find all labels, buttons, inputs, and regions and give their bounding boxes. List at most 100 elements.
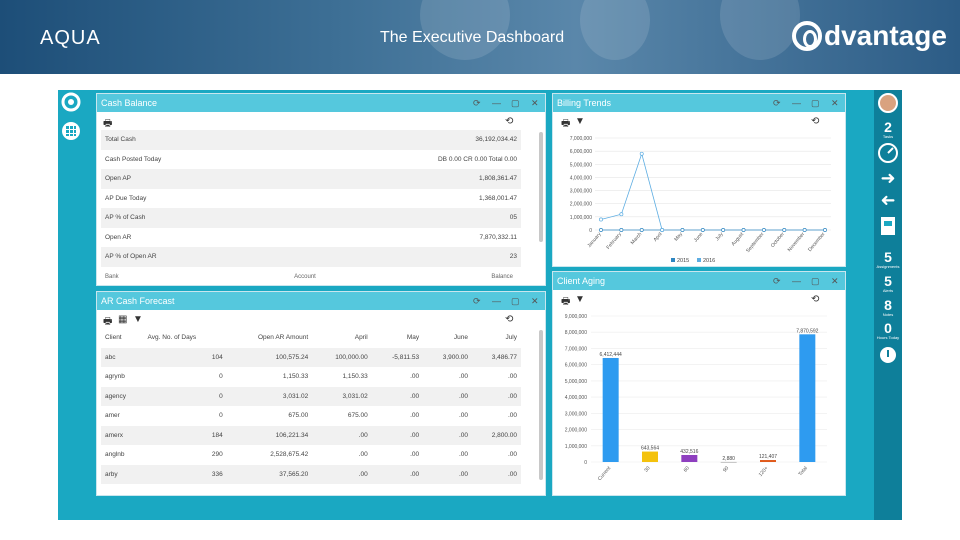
row-value: 36,192,034.42 [279, 130, 521, 150]
table-cell: .00 [458, 451, 469, 459]
data-label: 7,870,592 [796, 328, 818, 334]
row-label: AP Due Today [105, 194, 147, 202]
row-value: 1,368,001.47 [479, 194, 517, 202]
minimize-icon[interactable]: — [492, 296, 501, 306]
panel-title: Billing Trends [557, 98, 612, 108]
table-row[interactable]: agrynb 0 1,150.33 1,150.33 .00 .00 .00 [101, 367, 521, 387]
minimize-icon[interactable]: — [792, 98, 801, 108]
avatar[interactable] [878, 93, 898, 113]
column-header[interactable]: May [406, 334, 420, 342]
table-cell: 675.00 [347, 412, 368, 420]
table-row[interactable]: amerx 184 106,221.34.00.00.00 2,800.00 [101, 425, 521, 445]
sync-icon[interactable]: ⟲ [811, 116, 820, 127]
sync-icon[interactable]: ⟲ [811, 294, 820, 305]
row-value: 05 [279, 208, 521, 228]
table-row[interactable]: agency 0 3,031.02 3,031.02.00.00.00 [101, 386, 521, 406]
ar-forecast-header[interactable]: AR Cash Forecast ⟳ — ▢ ✕ [97, 292, 545, 310]
sync-icon[interactable]: ⟲ [505, 116, 514, 127]
column-header[interactable]: June [453, 334, 469, 342]
print-icon[interactable]: 🖶 [103, 118, 113, 129]
x-tick-label: June [693, 231, 705, 243]
document-icon[interactable] [874, 216, 902, 241]
minimize-icon[interactable]: — [792, 276, 801, 286]
table-row[interactable]: anglnb 290 2,528,675.42 .00 .00 .00 .00 [101, 445, 521, 465]
print-icon[interactable]: 🖶 [561, 118, 571, 129]
assignments-counter[interactable]: 5 Assignments [876, 249, 900, 269]
logo-icon[interactable] [61, 92, 81, 112]
print-icon[interactable]: 🖶 [561, 296, 571, 307]
data-point [619, 212, 624, 217]
logo-text: dvantage [824, 20, 947, 51]
sync-icon[interactable]: ⟲ [505, 314, 514, 325]
table-row[interactable]: amer 0 675.00 675.00 .00 .00 .00 [101, 406, 521, 426]
brand-logo[interactable]: dvantage [792, 20, 947, 52]
filter-icon[interactable]: ▼ [575, 116, 585, 127]
power-icon[interactable] [874, 346, 902, 369]
x-tick-label: Current [597, 465, 613, 482]
arrow-left-icon[interactable]: ➜ [880, 190, 896, 210]
x-tick-label: 120+ [758, 465, 770, 478]
calculator-icon[interactable]: ▦ [118, 314, 128, 325]
maximize-icon[interactable]: ▢ [511, 296, 520, 306]
table-cell: 37,565.20 [226, 464, 313, 484]
filter-icon[interactable]: ▼ [575, 294, 585, 305]
table-cell: 0 [143, 386, 227, 406]
x-tick-label: September [745, 231, 766, 254]
panel-toolbar: 🖶 ▦ ▼ ⟲ [97, 310, 545, 328]
scrollbar[interactable] [539, 330, 543, 480]
bar-30 [642, 451, 658, 462]
maximize-icon[interactable]: ▢ [811, 276, 820, 286]
data-point [823, 228, 827, 232]
table-cell: .00 [423, 386, 473, 406]
refresh-icon[interactable]: ⟳ [773, 98, 781, 108]
right-sidebar: 2 Tasks ➜ ➜ 5 Assignments 5 Alerts 8 Not… [874, 90, 902, 520]
panel-toolbar: 🖶 ▼ ⟲ [553, 290, 845, 308]
column-header[interactable]: April [354, 334, 368, 342]
x-tick-label: October [770, 231, 786, 249]
column-header[interactable]: Open AR Amount [257, 334, 309, 342]
client-aging-header[interactable]: Client Aging ⟳ — ▢ ✕ [553, 272, 845, 290]
table-cell: .00 [312, 425, 372, 445]
alerts-counter[interactable]: 5 Alerts [882, 273, 894, 293]
x-tick-label: 30 [643, 465, 651, 473]
arrow-right-icon[interactable]: ➜ [880, 168, 896, 188]
close-icon[interactable]: ✕ [531, 98, 539, 108]
maximize-icon[interactable]: ▢ [511, 98, 520, 108]
page-title: The Executive Dashboard [380, 29, 565, 46]
close-icon[interactable]: ✕ [831, 276, 839, 286]
maximize-icon[interactable]: ▢ [811, 98, 820, 108]
hours-counter[interactable]: 0 Hours Today [876, 320, 900, 340]
refresh-icon[interactable]: ⟳ [773, 276, 781, 286]
data-point [639, 151, 644, 156]
tasks-counter[interactable]: 2 Tasks [882, 119, 894, 139]
data-point [599, 228, 603, 232]
data-point [761, 228, 766, 232]
column-header[interactable]: July [505, 334, 517, 342]
refresh-icon[interactable]: ⟳ [473, 296, 481, 306]
data-point [741, 228, 746, 232]
grid-icon[interactable] [61, 121, 81, 141]
table-cell: amer [105, 412, 120, 420]
ar-forecast-table: Client Avg. No. of Days Open AR Amount Apri… [101, 328, 521, 484]
x-tick-label: November [787, 231, 807, 253]
column-header[interactable]: Client [105, 334, 122, 342]
billing-trends-header[interactable]: Billing Trends ⟳ — ▢ ✕ [553, 94, 845, 112]
data-point [700, 228, 705, 232]
scrollbar[interactable] [539, 132, 543, 242]
print-icon[interactable]: 🖶 [103, 316, 113, 327]
cash-balance-header[interactable]: Cash Balance ⟳ — ▢ ✕ [97, 94, 545, 112]
close-icon[interactable]: ✕ [531, 296, 539, 306]
refresh-icon[interactable]: ⟳ [473, 98, 481, 108]
table-row[interactable]: abc 104 100,575.24 100,000.00 -5,811.53 3,900… [101, 347, 521, 367]
bar-Total [799, 334, 816, 462]
billing-trends-chart: 7,000,000 6,000,000 5,000,000 4,000,000 3,00… [570, 136, 831, 264]
notes-counter[interactable]: 8 Notes [882, 297, 894, 317]
dashboard-gauge-icon[interactable] [874, 142, 902, 169]
minimize-icon[interactable]: — [492, 98, 501, 108]
data-label: 643,564 [641, 446, 659, 452]
table-row: AP % of Cash 05 [101, 208, 521, 228]
filter-icon[interactable]: ▼ [133, 314, 143, 325]
column-header[interactable]: Avg. No. of Days [147, 334, 197, 342]
close-icon[interactable]: ✕ [831, 98, 839, 108]
table-row[interactable]: arby 336 37,565.20.00.00.00.00 [101, 464, 521, 484]
